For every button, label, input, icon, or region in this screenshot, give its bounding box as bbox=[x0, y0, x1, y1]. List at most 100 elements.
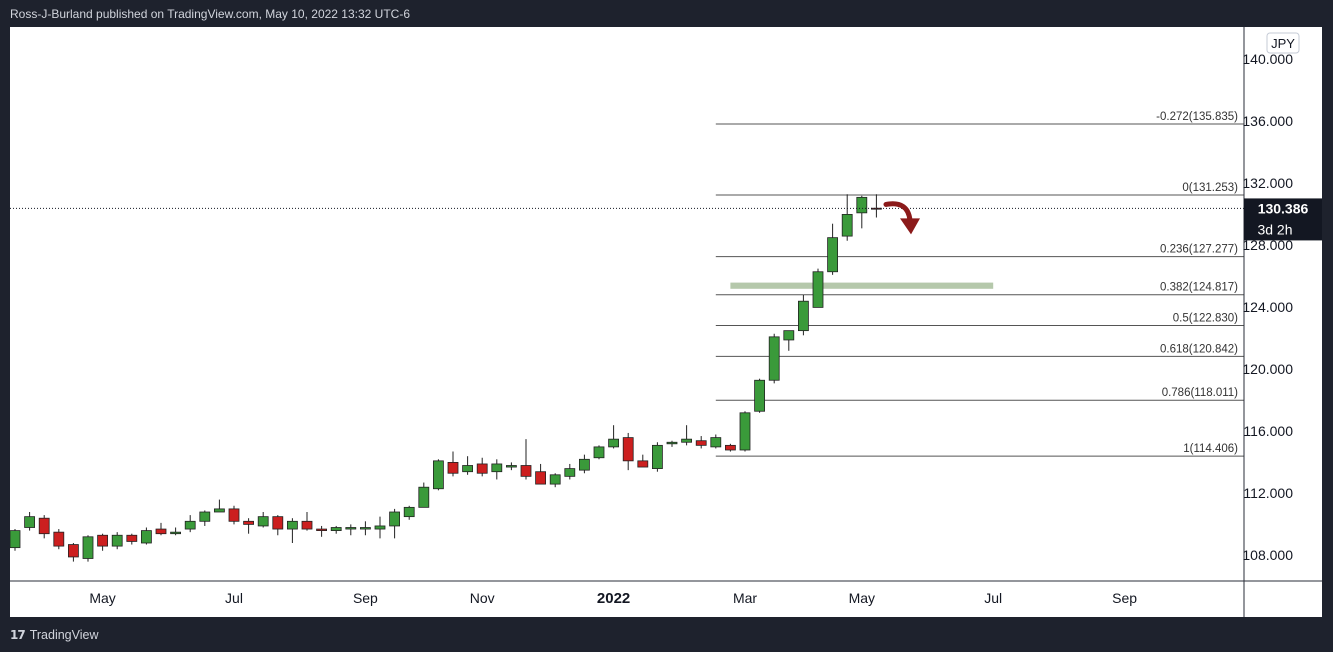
candle-42[interactable] bbox=[622, 432, 634, 471]
candle-body bbox=[593, 446, 605, 459]
candle-body bbox=[798, 300, 809, 332]
price-chart[interactable]: -0.272(135.835) 0(131.253) 0.236(127.277) 0… bbox=[10, 27, 1322, 617]
candle-55[interactable] bbox=[812, 268, 824, 308]
candle-body bbox=[359, 527, 371, 530]
candle-28[interactable] bbox=[418, 482, 430, 508]
candle-33[interactable] bbox=[491, 459, 503, 480]
candle-30[interactable] bbox=[447, 451, 459, 477]
annotation-layer: 130.386 3d 2h JPY bbox=[10, 32, 1322, 241]
candle-31[interactable] bbox=[462, 456, 474, 475]
tradingview-logo-icon[interactable]: 𝟭𝟳 bbox=[10, 628, 26, 642]
candle-body bbox=[608, 438, 619, 448]
candle-0[interactable] bbox=[10, 529, 21, 551]
candle-13[interactable] bbox=[199, 510, 211, 526]
candle-body bbox=[126, 534, 138, 542]
candle-3[interactable] bbox=[53, 529, 65, 550]
footer-brand[interactable]: TradingView bbox=[29, 628, 99, 642]
support-zone[interactable] bbox=[730, 282, 994, 289]
candle-body bbox=[564, 468, 576, 477]
chart-frame[interactable]: -0.272(135.835) 0(131.253) 0.236(127.277) 0… bbox=[10, 27, 1322, 617]
candle-7[interactable] bbox=[111, 532, 123, 550]
x-tick-label-8: Sep bbox=[1112, 590, 1137, 606]
candle-body bbox=[549, 474, 561, 485]
fib-label-3: 0.382(124.817) bbox=[1160, 282, 1238, 294]
candle-8[interactable] bbox=[126, 533, 138, 545]
candle-25[interactable] bbox=[374, 516, 386, 539]
candle-39[interactable] bbox=[579, 454, 590, 474]
fib-label-2: 0.236(127.277) bbox=[1160, 244, 1238, 256]
candle-38[interactable] bbox=[564, 463, 576, 480]
candle-41[interactable] bbox=[608, 425, 619, 449]
candle-body bbox=[783, 330, 795, 341]
candle-58[interactable] bbox=[856, 195, 868, 229]
candle-47[interactable] bbox=[695, 436, 707, 449]
candle-body bbox=[38, 517, 50, 535]
candle-body bbox=[491, 463, 503, 473]
candle-43[interactable] bbox=[637, 454, 649, 468]
candle-17[interactable] bbox=[257, 512, 269, 528]
candle-23[interactable] bbox=[345, 524, 357, 536]
candle-59[interactable] bbox=[871, 194, 882, 218]
candle-56[interactable] bbox=[827, 223, 838, 275]
candle-32[interactable] bbox=[476, 457, 488, 477]
candle-5[interactable] bbox=[82, 535, 94, 562]
candle-body bbox=[622, 437, 634, 462]
candle-6[interactable] bbox=[97, 533, 108, 551]
candle-53[interactable] bbox=[783, 330, 795, 351]
candle-51[interactable] bbox=[754, 378, 765, 413]
candle-body bbox=[243, 520, 255, 525]
x-tick-label-1: Jul bbox=[225, 590, 243, 606]
candle-body bbox=[754, 379, 765, 412]
candle-29[interactable] bbox=[432, 459, 444, 491]
candle-27[interactable] bbox=[403, 505, 415, 520]
candle-50[interactable] bbox=[739, 411, 751, 452]
x-tick-label-0: May bbox=[89, 590, 115, 606]
candle-57[interactable] bbox=[841, 194, 853, 241]
candle-4[interactable] bbox=[68, 543, 79, 562]
currency-badge[interactable] bbox=[1266, 32, 1300, 54]
candle-37[interactable] bbox=[549, 473, 561, 488]
candle-19[interactable] bbox=[286, 518, 298, 543]
candle-52[interactable] bbox=[768, 333, 780, 384]
candle-24[interactable] bbox=[359, 521, 371, 536]
candle-34[interactable] bbox=[505, 462, 517, 471]
fib-label-6: 0.786(118.011) bbox=[1162, 387, 1238, 399]
candle-12[interactable] bbox=[184, 515, 196, 533]
candle-10[interactable] bbox=[155, 522, 167, 536]
candle-20[interactable] bbox=[301, 512, 313, 531]
fib-label-5: 0.618(120.842) bbox=[1160, 343, 1238, 355]
candle-21[interactable] bbox=[316, 525, 328, 537]
candle-40[interactable] bbox=[593, 445, 605, 460]
candle-35[interactable] bbox=[520, 439, 532, 480]
candle-26[interactable] bbox=[389, 508, 401, 539]
candle-body bbox=[505, 465, 517, 468]
candle-22[interactable] bbox=[330, 525, 342, 534]
candle-48[interactable] bbox=[710, 434, 722, 449]
candle-2[interactable] bbox=[38, 515, 50, 539]
candle-54[interactable] bbox=[798, 295, 809, 336]
candle-45[interactable] bbox=[666, 440, 678, 447]
candle-body bbox=[535, 471, 546, 485]
candle-46[interactable] bbox=[681, 425, 692, 446]
support-zone-layer bbox=[730, 282, 994, 289]
candle-14[interactable] bbox=[213, 499, 225, 513]
candle-44[interactable] bbox=[652, 442, 663, 472]
candle-16[interactable] bbox=[243, 518, 255, 534]
y-tick-label-2: 116.000 bbox=[1243, 423, 1293, 439]
candle-36[interactable] bbox=[535, 463, 546, 485]
candle-body bbox=[68, 544, 79, 558]
candle-1[interactable] bbox=[24, 512, 36, 531]
candle-body bbox=[53, 531, 65, 547]
candle-body bbox=[199, 511, 211, 522]
candle-15[interactable] bbox=[228, 505, 240, 525]
candle-body bbox=[316, 528, 328, 531]
candle-body bbox=[681, 438, 692, 443]
candle-11[interactable] bbox=[170, 527, 182, 536]
last-price-tag[interactable] bbox=[1244, 198, 1322, 241]
candle-body bbox=[520, 465, 532, 477]
x-tick-label-7: Jul bbox=[984, 590, 1002, 606]
candle-9[interactable] bbox=[140, 527, 152, 545]
candle-49[interactable] bbox=[725, 443, 736, 452]
candle-body bbox=[447, 461, 459, 474]
candle-18[interactable] bbox=[272, 515, 284, 536]
